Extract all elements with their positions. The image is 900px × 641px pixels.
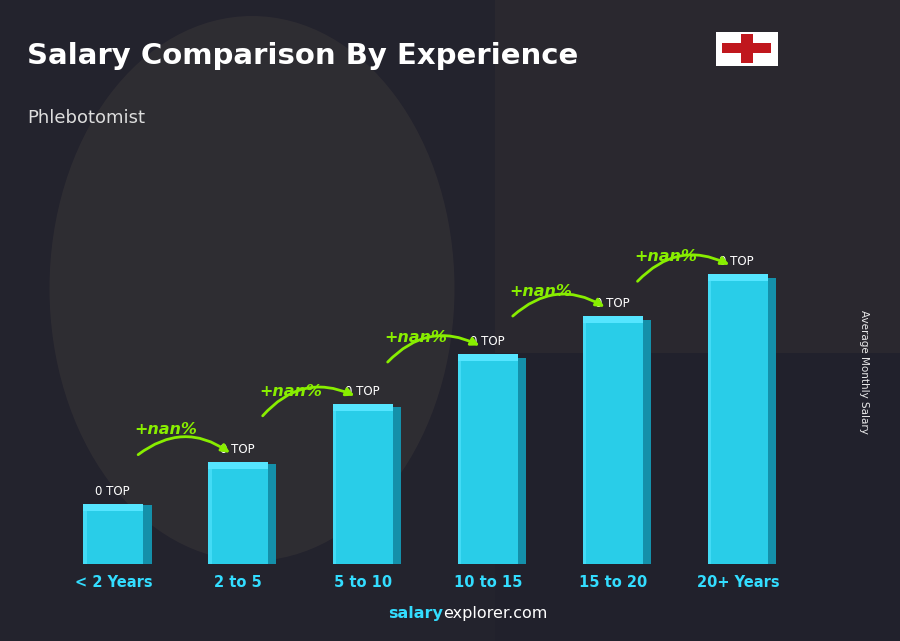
Bar	[143, 505, 151, 564]
Text: explorer.com: explorer.com	[443, 606, 547, 621]
Bar	[741, 35, 753, 63]
Text: +nan%: +nan%	[134, 422, 197, 437]
Bar	[209, 462, 268, 469]
Bar	[708, 274, 711, 564]
Bar	[458, 354, 462, 564]
Bar	[644, 320, 652, 564]
Bar	[268, 463, 276, 564]
Text: 0 TOP: 0 TOP	[94, 485, 130, 498]
Bar	[716, 32, 778, 66]
Bar	[333, 404, 393, 412]
Text: +nan%: +nan%	[634, 249, 697, 264]
Bar	[495, 353, 900, 641]
Bar	[458, 354, 518, 564]
Bar	[583, 316, 644, 323]
Text: Phlebotomist: Phlebotomist	[27, 109, 145, 127]
Text: 0 TOP: 0 TOP	[345, 385, 380, 398]
Bar	[333, 404, 337, 564]
Bar	[209, 462, 212, 564]
Text: +nan%: +nan%	[509, 284, 572, 299]
Bar	[209, 462, 268, 564]
Text: salary: salary	[389, 606, 443, 621]
Bar	[768, 278, 776, 564]
Text: 0 TOP: 0 TOP	[719, 254, 754, 267]
Text: 0 TOP: 0 TOP	[595, 297, 629, 310]
Bar	[518, 358, 526, 564]
Text: +nan%: +nan%	[384, 330, 447, 345]
Text: Average Monthly Salary: Average Monthly Salary	[859, 310, 869, 434]
Bar	[583, 316, 586, 564]
Bar	[458, 354, 518, 362]
Bar	[333, 404, 393, 564]
Bar	[723, 44, 771, 53]
Bar	[708, 274, 768, 564]
Bar	[583, 316, 644, 564]
Ellipse shape	[50, 16, 454, 561]
Bar	[393, 407, 401, 564]
Bar	[84, 504, 86, 564]
Text: Salary Comparison By Experience: Salary Comparison By Experience	[27, 42, 578, 71]
Bar	[708, 274, 768, 281]
Text: +nan%: +nan%	[259, 384, 322, 399]
Bar	[84, 504, 143, 564]
Text: 0 TOP: 0 TOP	[470, 335, 504, 348]
Bar	[84, 504, 143, 512]
Bar	[495, 0, 900, 353]
Text: 0 TOP: 0 TOP	[220, 443, 255, 456]
